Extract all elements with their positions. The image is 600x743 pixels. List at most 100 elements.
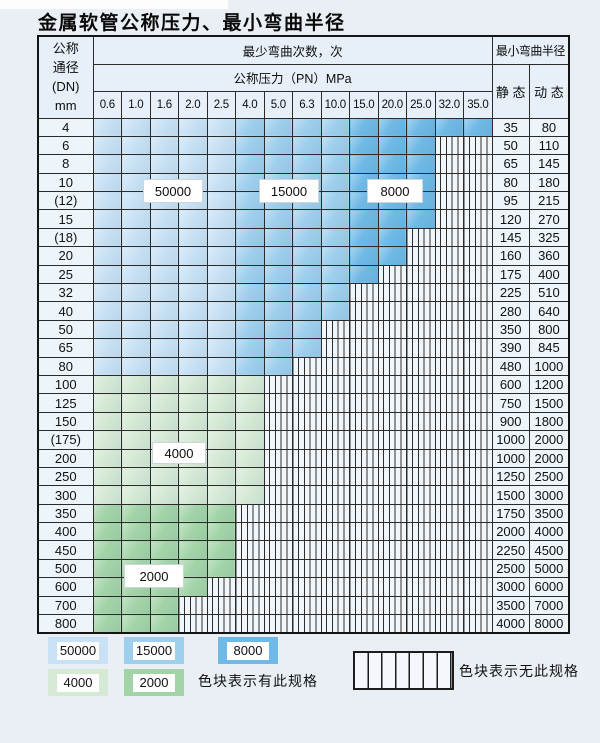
table-row: 350 1750 3500 (37, 503, 570, 524)
no-spec-cell (434, 393, 464, 413)
pressure-col-header: 5.0 (263, 90, 293, 119)
dynamic-cell: 3500 (528, 503, 570, 524)
dn-cell: 800 (37, 614, 94, 634)
dn-cell: 600 (37, 577, 94, 597)
spec-cell (206, 227, 236, 248)
spec-cell (178, 227, 208, 248)
spec-cell (121, 191, 151, 211)
spec-cell (206, 448, 236, 468)
spec-cell (149, 540, 179, 560)
dn-cell: 350 (37, 503, 94, 524)
spec-cell (206, 466, 236, 487)
no-spec-cell (349, 614, 379, 634)
spec-cell (206, 338, 236, 358)
spec-cell (320, 191, 350, 211)
static-cell: 2250 (491, 540, 530, 560)
spec-cell (263, 301, 293, 321)
no-spec-cell (349, 448, 379, 468)
no-spec-cell (320, 466, 350, 487)
spec-cell (206, 264, 236, 285)
dynamic-cell: 215 (528, 191, 570, 211)
dynamic-cell: 145 (528, 154, 570, 174)
spec-cell (377, 246, 407, 266)
table-row: 800 4000 8000 (37, 614, 570, 634)
no-spec-cell (349, 356, 379, 376)
dn-cell: 80 (37, 356, 94, 376)
spec-cell (377, 135, 407, 156)
no-spec-cell (206, 614, 236, 634)
pressure-col-header: 4.0 (235, 90, 265, 119)
no-spec-cell (377, 319, 407, 340)
spec-cell (121, 522, 151, 542)
no-spec-cell (463, 356, 493, 376)
no-spec-cell (434, 466, 464, 487)
no-spec-cell (292, 374, 322, 395)
spec-cell (92, 558, 122, 579)
no-spec-cell (434, 227, 464, 248)
dynamic-cell: 180 (528, 172, 570, 193)
spec-cell (121, 356, 151, 376)
spec-cell (320, 301, 350, 321)
no-spec-cell (434, 558, 464, 579)
no-spec-cell (320, 558, 350, 579)
no-spec-cell (320, 411, 350, 432)
no-spec-cell (320, 614, 350, 634)
no-spec-cell (406, 301, 436, 321)
no-spec-cell (292, 485, 322, 505)
no-spec-cell (406, 466, 436, 487)
static-cell: 1500 (491, 485, 530, 505)
spec-cell (92, 283, 122, 303)
no-spec-cell (463, 283, 493, 303)
no-spec-cell (406, 614, 436, 634)
spec-cell (235, 448, 265, 468)
no-spec-cell (178, 614, 208, 634)
spec-cell (377, 209, 407, 229)
no-spec-cell (434, 411, 464, 432)
table-row: 150 900 1800 (37, 411, 570, 432)
spec-cell (235, 356, 265, 376)
no-spec-cell (349, 430, 379, 450)
spec-cell (235, 135, 265, 156)
spec-cell (206, 540, 236, 560)
spec-cell (121, 411, 151, 432)
table-row: (18) 145 325 (37, 227, 570, 248)
spec-cell (178, 283, 208, 303)
spec-cell (292, 246, 322, 266)
spec-cell (292, 135, 322, 156)
no-spec-cell (349, 540, 379, 560)
no-spec-cell (463, 448, 493, 468)
dn-header-line: mm (54, 98, 77, 114)
table-row: 700 3500 7000 (37, 595, 570, 616)
no-spec-cell (434, 522, 464, 542)
no-spec-cell (292, 448, 322, 468)
spec-cell (206, 154, 236, 174)
no-spec-cell (235, 540, 265, 560)
static-cell: 2000 (491, 522, 530, 542)
spec-cell (178, 466, 208, 487)
spec-cell (178, 393, 208, 413)
table-row: 100 600 1200 (37, 374, 570, 395)
spec-cell (178, 117, 208, 137)
pressure-col-header: 0.6 (92, 90, 122, 119)
spec-cell (121, 466, 151, 487)
dn-header-line: 公称 (52, 41, 79, 57)
spec-cell (292, 227, 322, 248)
spec-cell (149, 393, 179, 413)
spec-cell (377, 117, 407, 137)
dn-cell: (175) (37, 430, 94, 450)
no-spec-cell (235, 614, 265, 634)
spec-cell (121, 227, 151, 248)
spec-cell (178, 135, 208, 156)
dn-cell: 6 (37, 135, 94, 156)
spec-cell (377, 154, 407, 174)
dynamic-cell: 800 (528, 319, 570, 340)
no-spec-cell (406, 411, 436, 432)
no-spec-cell (463, 614, 493, 634)
no-spec-cell (349, 374, 379, 395)
dynamic-cell: 80 (528, 117, 570, 137)
no-spec-cell (377, 522, 407, 542)
spec-cell (92, 540, 122, 560)
spec-cell (121, 595, 151, 616)
dynamic-cell: 2000 (528, 448, 570, 468)
pressure-col-header: 32.0 (434, 90, 464, 119)
